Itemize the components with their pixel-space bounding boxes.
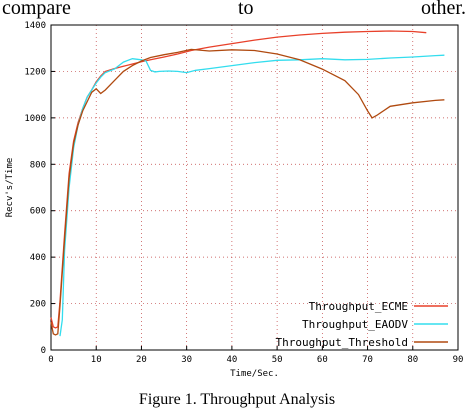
x-tick-label: 80	[407, 355, 418, 365]
x-tick-label: 20	[136, 355, 147, 365]
axis-ticks: 0 10 20 30 40 50 60 70 80 90 0 200 400 600 800 1000 1200…	[24, 21, 463, 365]
word-other: other.	[421, 0, 466, 19]
legend: Throughput_ECME Throughput_EAODV Throughpu…	[276, 300, 448, 349]
x-tick-label: 30	[181, 355, 192, 365]
x-tick-label: 10	[91, 355, 102, 365]
word-compare: compare	[2, 0, 71, 19]
x-tick-label: 60	[317, 355, 328, 365]
legend-label: Throughput_EAODV	[302, 318, 408, 331]
x-tick-label: 70	[362, 355, 373, 365]
throughput-chart: 0 10 20 30 40 50 60 70 80 90 0 200 400 600 800 1000 1200…	[5, 21, 463, 379]
y-tick-label: 600	[30, 207, 46, 217]
x-tick-label: 90	[453, 355, 464, 365]
y-axis-label: Recv's/Time	[5, 158, 15, 218]
word-to: to	[238, 0, 254, 19]
text-above-chart: compare to other.	[0, 0, 474, 21]
series-lines	[50, 30, 445, 337]
figure-caption: Figure 1. Throughput Analysis	[138, 391, 336, 408]
y-tick-label: 1200	[24, 67, 46, 77]
y-tick-label: 400	[30, 253, 46, 263]
plot-frame	[50, 24, 459, 351]
x-tick-label: 40	[226, 355, 237, 365]
y-tick-label: 800	[30, 160, 46, 170]
x-tick-label: 50	[272, 355, 283, 365]
series-line-3	[50, 48, 445, 336]
y-tick-label: 1400	[24, 21, 46, 31]
legend-label: Throughput_Threshold	[276, 336, 408, 349]
series-line-2	[59, 54, 445, 337]
legend-label: Throughput_ECME	[309, 300, 408, 313]
x-axis-label: Time/Sec.	[230, 369, 279, 379]
y-tick-label: 1000	[24, 114, 46, 124]
y-tick-label: 0	[41, 346, 46, 356]
series-line-1	[50, 30, 427, 329]
y-tick-label: 200	[30, 300, 46, 310]
x-tick-label: 0	[48, 355, 53, 365]
